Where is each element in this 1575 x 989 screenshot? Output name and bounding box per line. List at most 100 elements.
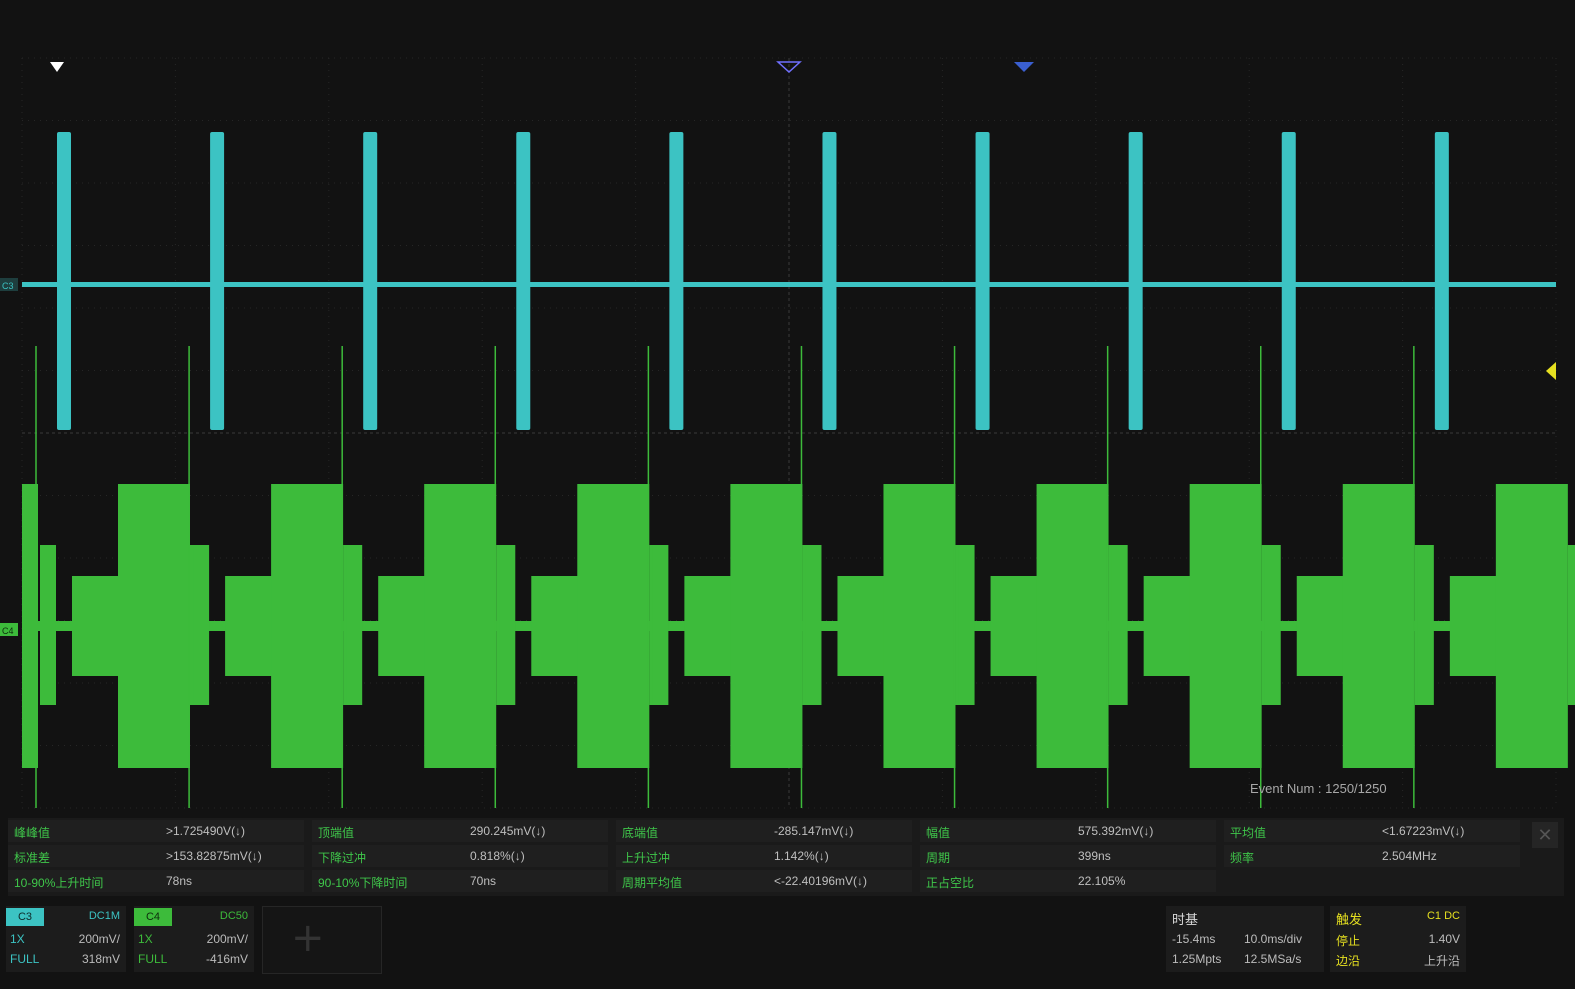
channel-coupling: DC1M <box>88 910 120 922</box>
waveform-display[interactable]: C3 C4 Event Num : 1250/1250 <box>0 0 1575 818</box>
measurement-label: 90-10%下降时间 <box>318 876 408 890</box>
measurement-label: 平均值 <box>1230 826 1267 840</box>
measurement-label: 周期 <box>926 851 951 865</box>
timebase-box[interactable]: 时基 -15.4ms 10.0ms/div 1.25Mpts 12.5MSa/s <box>1166 906 1324 972</box>
measurement-item[interactable]: 周期平均值 <-22.40196mV(↓) <box>616 870 912 892</box>
c4-burst-step <box>40 545 56 705</box>
c4-burst-step <box>531 576 582 676</box>
c4-burst <box>271 484 344 768</box>
add-channel-button[interactable]: + <box>262 906 382 974</box>
c3-pulse <box>975 132 990 430</box>
measurement-item[interactable]: 10-90%上升时间 78ns <box>8 870 304 892</box>
measurement-item[interactable]: 周期 399ns <box>920 845 1216 867</box>
close-measurement-button[interactable]: ✕ <box>1532 822 1558 848</box>
measurement-item[interactable]: 幅值 575.392mV(↓) <box>920 820 1216 842</box>
memory-depth: 1.25Mpts <box>1172 952 1222 966</box>
vertical-scale: 200mV/ <box>206 932 248 946</box>
measurement-value: 399ns <box>1078 849 1111 863</box>
trigger-box[interactable]: 触发 C1 DC 停止 1.40V 边沿 上升沿 <box>1330 906 1466 972</box>
measurement-item[interactable]: 峰峰值 >1.725490V(↓) <box>8 820 304 842</box>
sample-rate: 12.5MSa/s <box>1244 952 1302 966</box>
c4-burst-step <box>1111 545 1128 705</box>
c4-burst <box>1189 484 1262 768</box>
trigger-level: 1.40V <box>1428 932 1460 946</box>
measurement-item[interactable]: 90-10%下降时间 70ns <box>312 870 608 892</box>
measurement-value: 22.105% <box>1078 874 1126 888</box>
measurement-label: 频率 <box>1230 851 1255 865</box>
c4-burst <box>22 484 38 768</box>
measurement-item[interactable]: 下降过冲 0.818%(↓) <box>312 845 608 867</box>
event-num-label: Event Num : 1250/1250 <box>1250 781 1387 796</box>
probe-ratio: 1X <box>10 932 25 946</box>
trigger-level-marker-icon[interactable] <box>1546 362 1556 380</box>
center-time-marker-icon[interactable] <box>776 61 802 74</box>
trigger-type: 边沿 <box>1336 954 1361 968</box>
c3-pulse <box>57 132 71 430</box>
c3-pulse <box>210 132 225 430</box>
c3-pulse <box>1434 132 1449 430</box>
delay-marker-icon[interactable] <box>1014 62 1034 72</box>
c4-burst-step <box>652 545 669 705</box>
c4-burst <box>730 484 803 768</box>
measurement-item[interactable]: 频率 2.504MHz <box>1224 845 1520 867</box>
c4-burst-step <box>378 576 429 676</box>
measurement-value: 575.392mV(↓) <box>1078 824 1154 838</box>
c4-burst <box>118 484 190 768</box>
measurement-label: 峰峰值 <box>14 826 51 840</box>
measurement-label: 顶端值 <box>318 826 355 840</box>
bandwidth-limit: FULL <box>138 952 168 966</box>
channel-c4-box[interactable]: C4 DC50 1X 200mV/ FULL -416mV <box>134 906 254 972</box>
vertical-offset: -416mV <box>205 952 248 966</box>
c3-pulse <box>822 132 837 430</box>
c4-offset-marker[interactable]: C4 <box>0 623 18 636</box>
c4-burst <box>883 484 956 768</box>
c4-burst <box>1342 484 1415 768</box>
c3-baseline <box>22 282 1556 287</box>
measurement-item[interactable]: 标准差 >153.82875mV(↓) <box>8 845 304 867</box>
vertical-offset: 318mV <box>81 952 120 966</box>
trigger-position-marker-icon[interactable] <box>50 62 64 72</box>
c4-burst-step <box>225 576 276 676</box>
channel-c3-box[interactable]: C3 DC1M 1X 200mV/ FULL 318mV <box>6 906 126 972</box>
measurement-value: -285.147mV(↓) <box>774 824 854 838</box>
trigger-title: 触发 <box>1336 912 1363 927</box>
c4-burst-step <box>990 576 1041 676</box>
measurement-label: 标准差 <box>14 851 51 865</box>
c4-burst <box>1497 484 1556 768</box>
measurement-value: 0.818%(↓) <box>470 849 525 863</box>
c4-burst <box>577 484 650 768</box>
c4-waveform <box>22 346 1575 808</box>
c4-burst <box>1036 484 1109 768</box>
measurement-label: 幅值 <box>926 826 951 840</box>
measurement-label: 底端值 <box>622 826 659 840</box>
c4-marker-label: C4 <box>2 626 14 636</box>
measurement-value: 78ns <box>166 874 193 888</box>
measurement-value: >1.725490V(↓) <box>166 824 246 838</box>
c3-marker-label: C3 <box>2 281 14 291</box>
measurement-value: >153.82875mV(↓) <box>166 849 262 863</box>
c3-offset-marker[interactable]: C3 <box>0 278 18 291</box>
c4-burst-step <box>193 545 210 705</box>
measurement-item[interactable]: 底端值 -285.147mV(↓) <box>616 820 912 842</box>
measurement-value: <-22.40196mV(↓) <box>774 874 868 888</box>
measurement-item[interactable]: 正占空比 22.105% <box>920 870 1216 892</box>
measurement-label: 正占空比 <box>926 876 975 890</box>
c3-pulse <box>516 132 531 430</box>
measurement-item[interactable]: 上升过冲 1.142%(↓) <box>616 845 912 867</box>
c4-burst-step <box>1449 576 1500 676</box>
c4-burst-step <box>837 576 888 676</box>
c4-burst-step <box>346 545 363 705</box>
measurement-item[interactable]: 平均值 <1.67223mV(↓) <box>1224 820 1520 842</box>
c4-burst-step <box>1567 545 1575 705</box>
c4-burst-step <box>1264 545 1281 705</box>
measurement-label: 周期平均值 <box>622 876 683 890</box>
bandwidth-limit: FULL <box>10 952 40 966</box>
measurement-panel: 峰峰值 >1.725490V(↓) 顶端值 290.245mV(↓) 底端值 -285.1… <box>8 818 1564 896</box>
measurement-value: 1.142%(↓) <box>774 849 829 863</box>
measurement-item[interactable]: 顶端值 290.245mV(↓) <box>312 820 608 842</box>
c4-burst-step <box>1417 545 1434 705</box>
vertical-scale: 200mV/ <box>78 932 120 946</box>
c4-burst-step <box>1296 576 1347 676</box>
c4-burst <box>424 484 497 768</box>
c3-waveform <box>22 132 1556 430</box>
